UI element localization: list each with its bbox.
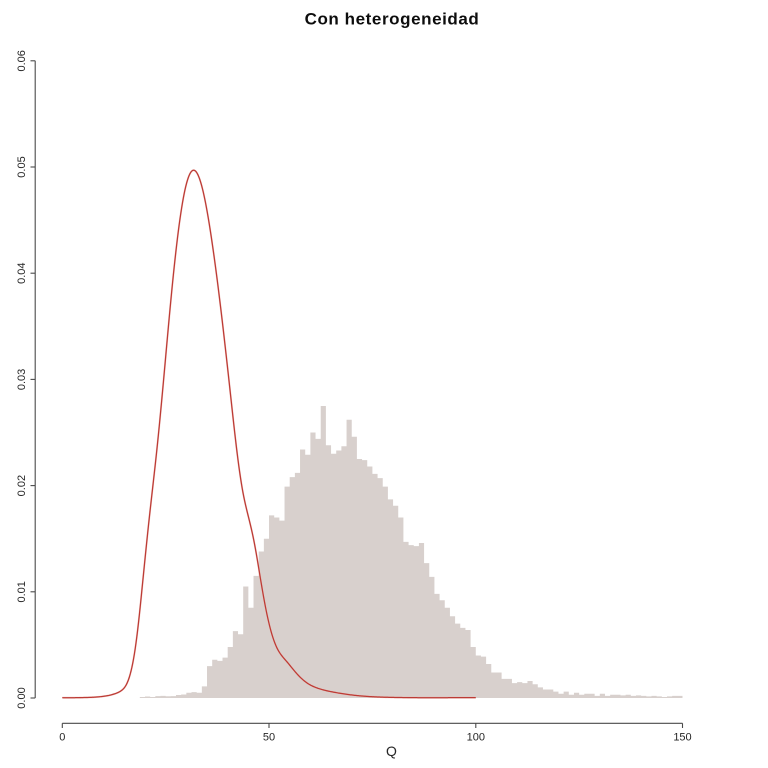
svg-text:Con heterogeneidad: Con heterogeneidad xyxy=(305,10,480,29)
svg-text:0.05: 0.05 xyxy=(16,156,28,177)
svg-text:0.00: 0.00 xyxy=(16,687,28,708)
svg-text:Q: Q xyxy=(386,743,397,759)
svg-text:50: 50 xyxy=(263,732,275,744)
svg-text:100: 100 xyxy=(467,732,485,744)
svg-text:0.06: 0.06 xyxy=(16,50,28,71)
svg-text:150: 150 xyxy=(673,732,691,744)
svg-text:0.02: 0.02 xyxy=(16,475,28,496)
svg-text:0.04: 0.04 xyxy=(16,262,28,283)
svg-text:0: 0 xyxy=(59,732,65,744)
svg-text:0.03: 0.03 xyxy=(16,369,28,390)
svg-text:0.01: 0.01 xyxy=(16,581,28,602)
